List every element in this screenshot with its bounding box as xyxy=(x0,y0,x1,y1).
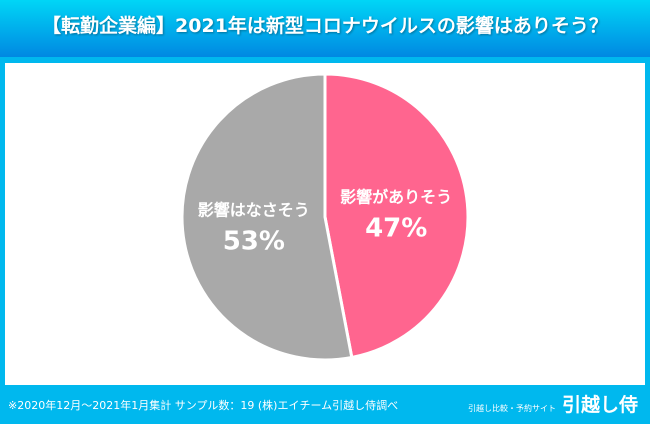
brand-subtitle: 引越し比較・予約サイト xyxy=(467,404,556,413)
slice-label: 影響がありそう xyxy=(340,187,452,206)
pie-chart: 影響がありそう 47% 影響はなさそう 53% xyxy=(180,72,470,362)
pie-slice xyxy=(180,72,354,362)
brand-logo: 引越し侍 xyxy=(561,394,638,416)
slice-value: 53% xyxy=(223,227,285,257)
pie-slice xyxy=(323,72,470,360)
chart-panel: 影響がありそう 47% 影響はなさそう 53% xyxy=(5,63,645,385)
chart-title: 【転勤企業編】2021年は新型コロナウイルスの影響はありそう？ xyxy=(0,0,650,57)
brand: 引越し比較・予約サイト 引越し侍 xyxy=(468,390,638,417)
footnote: ※2020年12月～2021年1月集計 サンプル数：19 (株)エイチーム引越し… xyxy=(8,399,399,412)
slice-value: 47% xyxy=(365,213,427,243)
slice-label: 影響はなさそう xyxy=(198,201,310,220)
